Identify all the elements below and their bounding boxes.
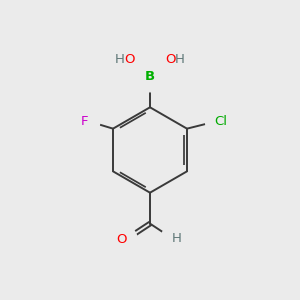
Text: B: B <box>145 70 155 83</box>
Text: H: H <box>175 53 185 66</box>
Circle shape <box>105 44 135 75</box>
Text: F: F <box>81 115 88 128</box>
Text: H: H <box>172 232 182 245</box>
Circle shape <box>106 224 137 255</box>
Text: O: O <box>116 233 127 246</box>
Text: O: O <box>125 53 135 66</box>
Circle shape <box>115 44 146 75</box>
Circle shape <box>206 106 236 137</box>
Circle shape <box>154 44 185 75</box>
Circle shape <box>165 44 195 75</box>
Circle shape <box>69 106 100 137</box>
Circle shape <box>135 61 165 92</box>
Text: H: H <box>115 53 125 66</box>
Text: O: O <box>165 53 175 66</box>
Circle shape <box>161 224 192 254</box>
Text: Cl: Cl <box>214 115 227 128</box>
